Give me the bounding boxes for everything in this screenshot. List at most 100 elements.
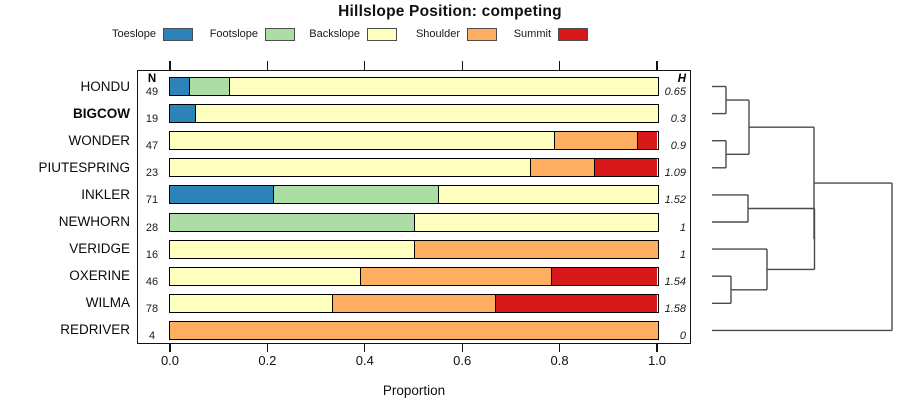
axis-tick-bottom — [656, 344, 658, 352]
axis-tick-top — [558, 61, 561, 70]
bar-segment-shoulder — [169, 321, 658, 339]
bar-segment-footslope — [272, 186, 438, 204]
legend-item-footslope: Footslope — [198, 26, 295, 42]
bar-segment-footslope — [189, 78, 230, 95]
bar-segment-backslope — [437, 186, 658, 204]
row-label-wilma: WILMA — [85, 295, 130, 311]
legend-item-shoulder: Shoulder — [400, 26, 497, 42]
h-value: 0.3 — [670, 113, 686, 126]
bar-segment-backslope — [169, 294, 333, 312]
bar-segment-backslope — [169, 267, 361, 285]
stacked-bar-wonder — [168, 131, 659, 151]
n-value: 16 — [145, 248, 159, 261]
row-label-oxerine: OXERINE — [69, 268, 130, 284]
axis-tick-bottom — [558, 344, 561, 352]
h-value: 1.58 — [664, 302, 686, 315]
stacked-bar-hondu — [168, 77, 659, 96]
bar-segment-backslope — [169, 159, 531, 177]
legend-label: Toeslope — [111, 28, 156, 40]
stacked-bar-inkler — [168, 185, 659, 205]
legend-item-toeslope: Toeslope — [96, 26, 193, 42]
h-value: 1 — [679, 221, 686, 234]
row-label-bigcow: BIGCOW — [73, 105, 130, 121]
stacked-bar-veridge — [168, 239, 659, 259]
axis-tick-bottom — [266, 344, 269, 352]
footslope-color-swatch-icon — [265, 27, 295, 41]
bar-segment-toeslope — [169, 105, 196, 123]
row-label-redriver: REDRIVER — [60, 322, 130, 338]
h-value: 1.09 — [664, 167, 686, 180]
n-value: 28 — [145, 221, 159, 234]
n-value: 23 — [145, 167, 159, 180]
bar-segment-backslope — [169, 240, 414, 258]
toeslope-color-swatch-icon — [163, 27, 193, 41]
plot-area-border — [137, 70, 691, 344]
axis-tick-bottom — [169, 344, 171, 352]
n-value: 19 — [145, 113, 159, 126]
stacked-bar-redriver — [168, 320, 659, 340]
n-value: 4 — [148, 329, 156, 342]
bar-segment-shoulder — [332, 294, 495, 312]
row-label-wonder: WONDER — [68, 132, 131, 148]
axis-tick-label: 0.4 — [355, 353, 374, 368]
stacked-bar-newhorn — [168, 212, 659, 232]
stacked-bar-piutespring — [168, 158, 659, 178]
row-label-hondu: HONDU — [80, 78, 131, 94]
bar-segment-shoulder — [413, 240, 658, 258]
n-value: 49 — [145, 86, 159, 98]
h-value: 1.52 — [664, 194, 686, 207]
axis-tick-top — [461, 61, 463, 70]
axis-tick-bottom — [364, 344, 366, 352]
bar-segment-backslope — [195, 105, 658, 123]
axis-tick-label: 0.6 — [453, 353, 472, 368]
axis-tick-top — [169, 61, 171, 70]
n-column-header: N — [147, 73, 157, 85]
bar-segment-shoulder — [360, 267, 552, 285]
legend-item-summit: Summit — [491, 26, 588, 42]
legend-item-backslope: Backslope — [300, 26, 397, 42]
axis-tick-label: 1.0 — [647, 353, 667, 368]
legend-label: Footslope — [209, 28, 258, 40]
stacked-bar-wilma — [168, 293, 659, 313]
bar-segment-shoulder — [530, 159, 594, 177]
bar-segment-shoulder — [553, 132, 637, 150]
n-value: 78 — [145, 302, 159, 315]
backslope-color-swatch-icon — [367, 27, 397, 41]
legend-label: Summit — [513, 28, 551, 40]
summit-color-swatch-icon — [558, 27, 588, 41]
axis-tick-label: 0.0 — [160, 353, 180, 368]
row-label-piutespring: PIUTESPRING — [38, 159, 130, 175]
bar-segment-summit — [551, 267, 658, 285]
row-label-veridge: VERIDGE — [69, 241, 130, 257]
axis-tick-top — [364, 61, 366, 70]
x-axis-title: Proportion — [382, 383, 446, 398]
h-value: 0 — [679, 329, 686, 342]
axis-tick-top — [656, 61, 658, 70]
chart-title: Hillslope Position: competing — [338, 3, 562, 20]
legend-label: Backslope — [309, 28, 360, 40]
row-label-newhorn: NEWHORN — [58, 214, 130, 229]
bar-segment-backslope — [229, 78, 658, 95]
bar-segment-toeslope — [169, 78, 190, 95]
h-value: 0.9 — [670, 140, 686, 153]
h-value: 0.65 — [664, 86, 686, 98]
h-value: 1.54 — [664, 275, 686, 288]
axis-tick-top — [266, 61, 269, 70]
axis-tick-label: 0.2 — [258, 353, 277, 368]
shoulder-color-swatch-icon — [467, 27, 497, 41]
axis-tick-label: 0.8 — [550, 353, 569, 368]
stacked-bar-bigcow — [168, 104, 659, 124]
n-value: 47 — [145, 140, 159, 153]
h-column-header: H — [677, 73, 686, 85]
bar-segment-summit — [494, 294, 658, 312]
axis-tick-bottom — [461, 344, 463, 352]
h-value: 1 — [679, 248, 686, 261]
n-value: 46 — [145, 275, 159, 288]
stacked-bar-oxerine — [168, 266, 659, 286]
bar-segment-summit — [593, 159, 658, 177]
legend-label: Shoulder — [415, 28, 460, 40]
bar-segment-toeslope — [169, 186, 273, 204]
bar-segment-backslope — [413, 213, 658, 231]
row-label-inkler: INKLER — [81, 186, 130, 202]
